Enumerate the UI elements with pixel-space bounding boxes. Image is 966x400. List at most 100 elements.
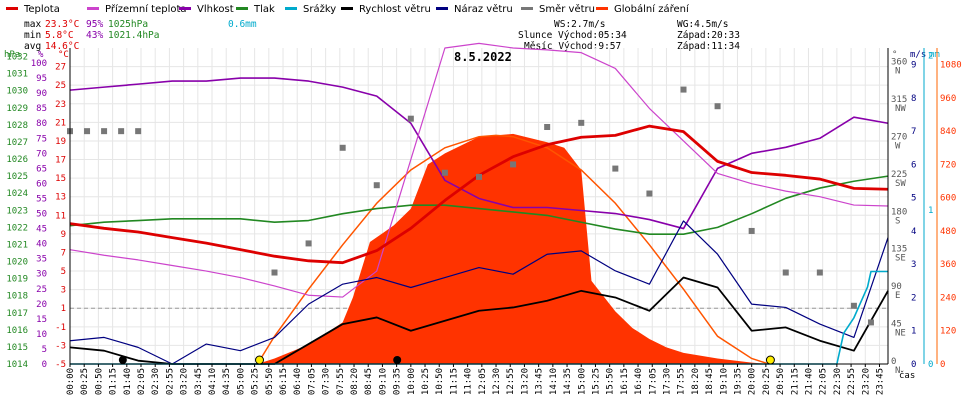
solar-radiation-area: [70, 133, 888, 364]
x-tick-label: 22:55: [847, 368, 857, 395]
hpa-tick-label: 1030: [6, 87, 28, 97]
wm2-tick-label: 840: [940, 127, 956, 137]
dir-tick-degree: 360: [891, 58, 907, 68]
info-moon-set: Západ:11:34: [677, 41, 740, 52]
mm-tick-label: 1: [928, 206, 933, 216]
legend-swatch: [436, 7, 448, 10]
unit-mm: mm: [929, 50, 940, 60]
x-tick-label: 06:40: [293, 368, 303, 395]
legend-swatch: [285, 7, 297, 10]
ms-tick-label: 8: [911, 94, 916, 104]
temp-tick-label: 27: [55, 63, 66, 73]
sunset-marker: [765, 355, 775, 365]
x-tick-label: 18:20: [691, 368, 701, 395]
x-tick-label: 05:00: [236, 368, 246, 395]
x-tick-label: 09:10: [378, 368, 388, 395]
hpa-tick-label: 1022: [6, 223, 28, 233]
wind-direction-point: [84, 128, 91, 135]
x-tick-label: 00:50: [94, 368, 104, 395]
hpa-tick-label: 1019: [6, 275, 28, 285]
x-tick-label: 23:45: [875, 368, 885, 395]
wind-direction-point: [373, 182, 380, 189]
wind-direction-point: [544, 124, 551, 130]
x-tick-label: 07:30: [322, 368, 332, 395]
x-tick-label: 07:55: [336, 368, 346, 395]
svg-text:max: max: [24, 19, 41, 30]
x-tick-label: 18:45: [705, 368, 715, 395]
hpa-tick-label: 1017: [6, 309, 28, 319]
wind-direction-point: [441, 169, 448, 176]
pct-tick-label: 90: [36, 89, 47, 99]
stats-min-temp: 5.8°C: [45, 30, 74, 41]
x-tick-label: 14:10: [549, 368, 559, 395]
dir-tick-cardinal: S: [895, 216, 900, 226]
temp-tick-label: -5: [55, 360, 66, 370]
wind-direction-point: [407, 115, 414, 122]
legend-swatch: [521, 7, 533, 10]
hpa-tick-label: 1015: [6, 343, 28, 353]
hpa-tick-label: 1014: [6, 360, 28, 370]
pct-tick-label: 45: [36, 225, 47, 235]
pct-tick-label: 85: [36, 104, 47, 114]
hpa-tick-label: 1029: [6, 104, 28, 114]
x-tick-label: 05:25: [251, 368, 261, 395]
x-tick-label: 00:00: [66, 368, 76, 395]
wm2-tick-label: 600: [940, 194, 956, 204]
wm2-tick-label: 960: [940, 94, 956, 104]
stats-avg-label: avg: [24, 41, 41, 52]
wind-direction-point: [476, 173, 482, 180]
x-tick-label: 02:55: [165, 368, 175, 395]
humidity-line: [69, 77, 889, 230]
unit-temp: °C: [58, 50, 69, 60]
pct-tick-label: 100: [31, 59, 47, 69]
x-tick-label: 15:50: [606, 368, 616, 395]
clear-sky-radiation-line: [256, 134, 769, 365]
x-tick-label: 10:50: [435, 368, 445, 395]
legend-label: Tlak: [253, 4, 275, 15]
x-tick-label: 22:30: [833, 368, 843, 395]
pct-tick-label: 60: [36, 179, 47, 189]
stats-max-label: max: [24, 19, 41, 30]
wm2-tick-label: 360: [940, 260, 956, 270]
legend-label: Globální záření: [614, 3, 690, 15]
hpa-tick-label: 1026: [6, 155, 28, 165]
pct-tick-label: 70: [36, 149, 47, 159]
temp-tick-label: 3: [61, 286, 66, 296]
dir-tick-degree: 225: [891, 170, 907, 180]
x-tick-label: 03:20: [180, 368, 190, 395]
pct-tick-label: 10: [36, 330, 47, 340]
stats-max-hum: 95%: [86, 19, 103, 30]
wind-direction-point: [510, 161, 517, 168]
ms-tick-label: 3: [911, 260, 916, 270]
legend-label: Srážky: [303, 3, 336, 15]
wind-direction-point: [612, 165, 619, 172]
legend-label: Přízemní teplota: [105, 3, 187, 15]
unit-hpa: hPa: [4, 50, 20, 60]
x-tick-label: 12:30: [492, 368, 502, 395]
temp-tick-label: 19: [55, 137, 66, 147]
wind-direction-point: [816, 269, 823, 276]
legend: Teplota Přízemní teplota Vlhkost Tlak Srážky…: [6, 3, 690, 15]
dir-tick-degree: 180: [891, 207, 907, 217]
hpa-tick-label: 1031: [6, 70, 28, 80]
x-tick-label: 13:45: [535, 368, 545, 395]
x-tick-label: 14:35: [563, 368, 573, 395]
wind-direction-point: [867, 319, 874, 326]
wind-direction-point: [714, 103, 721, 110]
wind-direction-point: [271, 269, 278, 276]
ms-tick-label: 6: [911, 160, 916, 170]
x-tick-label: 04:35: [222, 368, 232, 395]
info-block: WS:2.7m/s WG:4.5m/s Slunce Východ:05:34 …: [518, 19, 740, 52]
chart-title: 8.5.2022: [454, 50, 512, 64]
x-tick-label: 17:30: [662, 368, 672, 395]
x-tick-label: 00:25: [80, 368, 90, 395]
wind-direction-point: [305, 240, 312, 247]
stats-min-press: 1021.4hPa: [108, 30, 159, 41]
temp-tick-label: 11: [55, 211, 66, 221]
axis-units: hPa % °C ° m/s mm: [4, 50, 940, 60]
x-tick-label: 13:20: [520, 368, 530, 395]
axes: 1014101510161017101810191020102110221023…: [6, 48, 962, 395]
x-tick-label: 11:40: [464, 368, 474, 395]
legend-label: Rychlost větru: [359, 3, 431, 15]
x-tick-label: 22:05: [819, 368, 829, 395]
